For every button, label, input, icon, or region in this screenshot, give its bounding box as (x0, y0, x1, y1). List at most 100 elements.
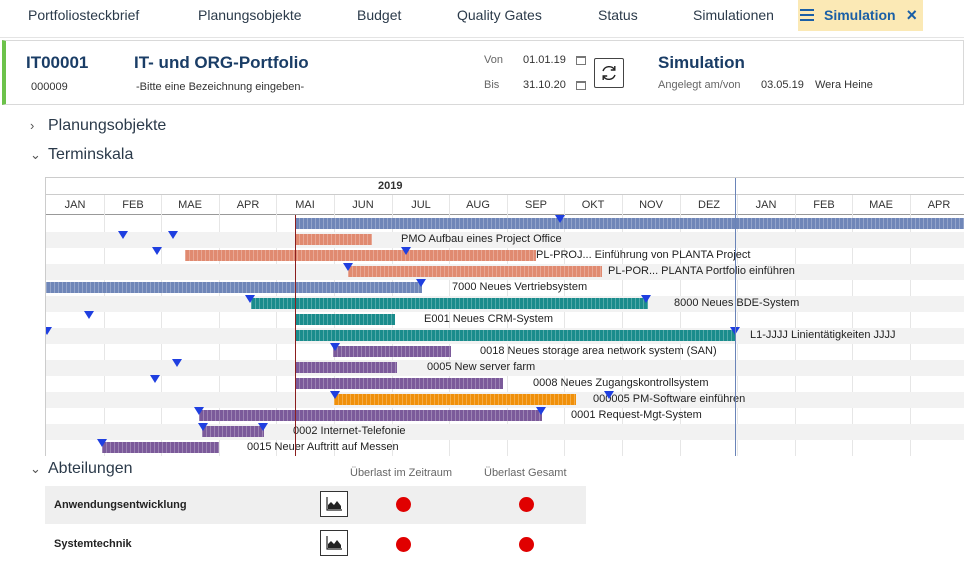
milestone-marker-icon[interactable] (258, 423, 268, 431)
gantt-bar[interactable] (185, 250, 536, 261)
milestone-marker-icon[interactable] (330, 343, 340, 351)
milestone-marker-icon[interactable] (555, 215, 565, 223)
chart-button[interactable] (320, 530, 348, 556)
gantt-month-label: JUL (411, 199, 431, 211)
tab-quality-gates[interactable]: Quality Gates (457, 7, 542, 23)
section-planungsobjekte-label: Planungsobjekte (48, 117, 167, 134)
gantt-today-line (295, 215, 296, 456)
gantt-month-label: OKT (581, 199, 605, 211)
von-date-field[interactable]: 01.01.19 (523, 54, 566, 66)
gantt-bar[interactable] (295, 314, 395, 325)
milestone-marker-icon[interactable] (641, 295, 651, 303)
gantt-bar[interactable] (295, 378, 503, 389)
portfolio-sub-id: 000009 (31, 81, 68, 93)
dept-name: Systemtechnik (54, 538, 132, 550)
gantt-bar-label: L1-JJJJ Linientätigkeiten JJJJ (750, 329, 896, 341)
gantt-gridline (392, 195, 393, 456)
milestone-marker-icon[interactable] (401, 247, 411, 255)
section-planungsobjekte[interactable]: › Planungsobjekte (30, 117, 166, 135)
gantt-bar[interactable] (295, 362, 397, 373)
portfolio-description[interactable]: -Bitte eine Bezeichnung eingeben- (136, 81, 305, 93)
section-terminskala[interactable]: ⌄ Terminskala (30, 146, 133, 164)
gantt-month-label: MAI (295, 199, 315, 211)
milestone-marker-icon[interactable] (172, 359, 182, 367)
angelegt-user: Wera Heine (815, 79, 873, 91)
milestone-marker-icon[interactable] (343, 263, 353, 271)
gantt-bar[interactable] (202, 426, 264, 437)
gantt-bar[interactable] (102, 442, 219, 453)
chevron-right-icon: › (30, 118, 35, 133)
milestone-marker-icon[interactable] (604, 391, 614, 399)
gantt-bar[interactable] (295, 234, 372, 245)
status-dot-icon (519, 537, 534, 552)
gantt-gridline (104, 195, 105, 456)
gantt-month-label: APR (236, 199, 260, 211)
gantt-month-label: SEP (524, 199, 547, 211)
tab-portfoliosteckbrief[interactable]: Portfoliosteckbrief (28, 7, 140, 23)
milestone-marker-icon[interactable] (152, 247, 162, 255)
milestone-marker-icon[interactable] (330, 391, 340, 399)
gantt-gridline (564, 195, 565, 456)
bis-label: Bis (484, 79, 500, 91)
gantt-year-boundary (735, 178, 736, 456)
milestone-marker-icon[interactable] (118, 231, 128, 239)
gantt-gridline (334, 195, 335, 456)
menu-icon[interactable] (800, 9, 814, 21)
refresh-button[interactable] (594, 58, 624, 88)
gantt-bar[interactable] (295, 330, 735, 341)
gantt-chart: 2019 JAN FEB MAE APR MAI JUN JUL AUG SEP OKT NOV DE… (45, 177, 964, 456)
gantt-gridline (852, 195, 853, 456)
gantt-bar[interactable] (46, 282, 422, 293)
gantt-bar-label: 0002 Internet-Telefonie (293, 425, 406, 437)
gantt-bar[interactable] (348, 266, 602, 277)
gantt-bar-label: 0001 Request-Mgt-System (571, 409, 702, 421)
gantt-row (46, 424, 964, 440)
gantt-month-label: DEZ (698, 199, 720, 211)
gantt-month-label: JUN (352, 199, 374, 211)
tab-simulation-label: Simulation (824, 7, 896, 23)
dept-row[interactable]: Anwendungsentwicklung (45, 486, 586, 524)
milestone-marker-icon[interactable] (150, 375, 160, 383)
tab-planungsobjekte[interactable]: Planungsobjekte (198, 7, 302, 23)
milestone-marker-icon[interactable] (536, 407, 546, 415)
milestone-marker-icon[interactable] (416, 279, 426, 287)
milestone-marker-icon[interactable] (168, 231, 178, 239)
bis-date-field[interactable]: 31.10.20 (523, 79, 566, 91)
tab-status[interactable]: Status (598, 7, 638, 23)
milestone-marker-icon[interactable] (198, 423, 208, 431)
gantt-bar-label: 0018 Neues storage area network system (… (480, 345, 717, 357)
tab-simulation-active[interactable]: Simulation × (798, 0, 923, 31)
dept-row[interactable]: Systemtechnik (45, 525, 586, 563)
gantt-bar[interactable] (334, 394, 576, 405)
milestone-marker-icon[interactable] (84, 311, 94, 319)
gantt-bar[interactable] (333, 346, 451, 357)
gantt-bar-label: 8000 Neues BDE-System (674, 297, 800, 309)
gantt-bar[interactable] (251, 298, 648, 309)
milestone-marker-icon[interactable] (97, 439, 107, 447)
gantt-gridline (219, 195, 220, 456)
gantt-bar-label: PL-PROJ... Einführung von PLANTA Project (536, 249, 751, 261)
col-header-overload-period: Überlast im Zeitraum (350, 467, 453, 479)
tab-bar: Portfoliosteckbrief Planungsobjekte Budg… (0, 0, 964, 38)
gantt-month-label: AUG (466, 199, 490, 211)
milestone-marker-icon[interactable] (194, 407, 204, 415)
gantt-gridline (680, 195, 681, 456)
close-icon[interactable]: × (906, 5, 917, 25)
milestone-marker-icon[interactable] (245, 295, 255, 303)
refresh-icon (602, 65, 616, 81)
tab-simulationen[interactable]: Simulationen (693, 7, 774, 23)
gantt-bar-label: 0005 New server farm (427, 361, 536, 373)
gantt-bar[interactable] (199, 410, 542, 421)
simulation-title: Simulation (658, 53, 745, 72)
tab-budget[interactable]: Budget (357, 7, 402, 23)
section-abteilungen[interactable]: ⌄ Abteilungen (30, 460, 133, 478)
chart-button[interactable] (320, 491, 348, 517)
gantt-month-label: APR (927, 199, 951, 211)
calendar-icon[interactable] (576, 81, 586, 90)
status-dot-icon (396, 537, 411, 552)
gantt-bar[interactable] (295, 218, 964, 229)
calendar-icon[interactable] (576, 56, 586, 65)
chevron-down-icon: ⌄ (30, 147, 41, 162)
gantt-bar-label: 7000 Neues Vertriebsystem (452, 281, 588, 293)
milestone-marker-icon[interactable] (46, 327, 52, 335)
